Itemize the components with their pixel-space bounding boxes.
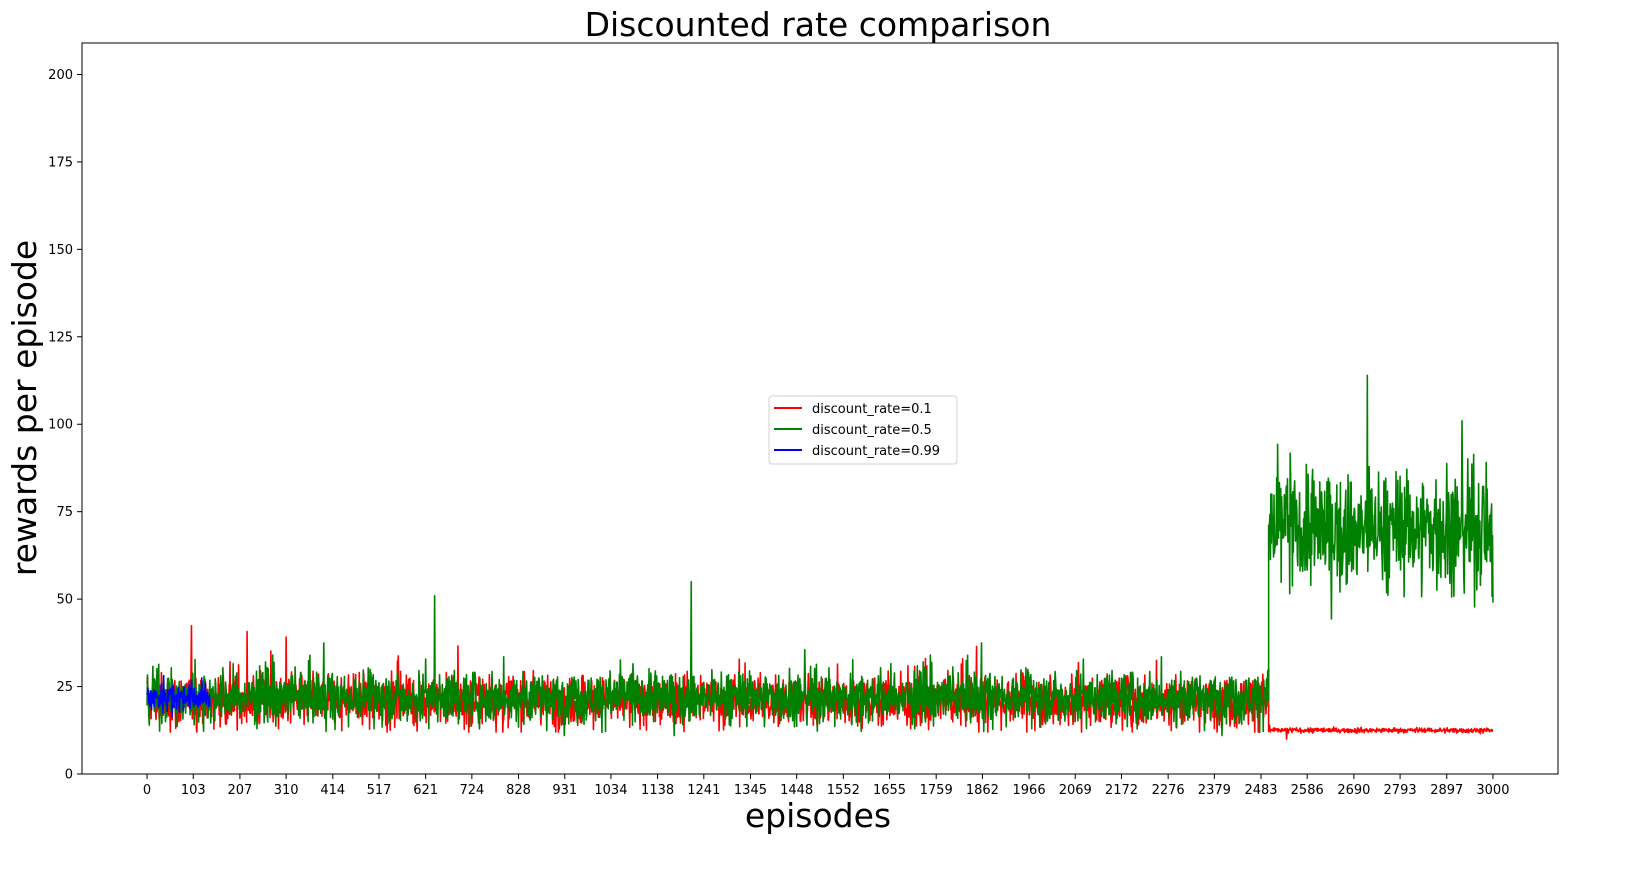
x-tick-label: 2069 [1059,783,1092,798]
x-tick-label: 310 [274,783,299,798]
x-tick-label: 621 [413,783,438,798]
x-tick-label: 1034 [594,783,627,798]
x-tick-label: 517 [367,783,392,798]
legend-box [768,395,958,465]
x-axis-label: episodes [745,796,891,835]
y-axis-label: rewards per episode [5,240,44,576]
x-tick-label: 1448 [780,783,813,798]
x-tick-label: 1241 [687,783,720,798]
x-tick-label: 2379 [1198,783,1231,798]
x-tick-label: 2793 [1384,783,1417,798]
x-tick-label: 2483 [1244,783,1277,798]
legend: discount_rate=0.1 discount_rate=0.5discou… [768,395,958,465]
x-tick-label: 2276 [1152,783,1185,798]
x-tick-label: 1138 [641,783,674,798]
x-tick-label: 2690 [1337,783,1370,798]
x-tick-label: 1862 [966,783,999,798]
y-tick-label: 50 [56,593,73,608]
series-layer [146,374,1494,740]
legend-entry: discount_rate=0.99 [812,444,940,459]
x-axis: 0 103 207 310 414 517 621 724 828 931 1034 1138 1241… [143,774,1509,798]
legend-entry: discount_rate=0.1 [812,402,932,417]
series-line-2 [146,374,1494,737]
plot-frame [81,42,1559,775]
series-line-3 [146,674,211,718]
x-tick-label: 828 [506,783,531,798]
y-axis: 0 25 50 75 100 125 150 175 200 [48,68,82,783]
x-tick-label: 103 [181,783,206,798]
x-tick-label: 2172 [1105,783,1138,798]
x-tick-label: 1759 [920,783,953,798]
x-tick-label: 1345 [734,783,767,798]
x-tick-label: 2897 [1430,783,1463,798]
x-tick-label: 724 [459,783,484,798]
x-tick-label: 414 [320,783,345,798]
x-tick-label: 207 [228,783,253,798]
y-tick-label: 100 [48,418,73,433]
y-tick-label: 75 [56,505,73,520]
x-tick-label: 1655 [873,783,906,798]
x-tick-label: 3000 [1476,783,1509,798]
y-tick-label: 175 [48,155,73,170]
chart-title: Discounted rate comparison [585,5,1052,44]
y-tick-label: 200 [48,68,73,83]
x-tick-label: 1966 [1013,783,1046,798]
y-tick-label: 25 [56,680,73,695]
x-tick-label: 2586 [1291,783,1324,798]
x-tick-label: 0 [143,783,151,798]
x-tick-label: 1552 [827,783,860,798]
y-tick-label: 125 [48,330,73,345]
y-tick-label: 0 [65,768,73,783]
y-tick-label: 150 [48,243,73,258]
legend-entry: discount_rate=0.5 [812,423,932,438]
x-tick-label: 931 [552,783,577,798]
